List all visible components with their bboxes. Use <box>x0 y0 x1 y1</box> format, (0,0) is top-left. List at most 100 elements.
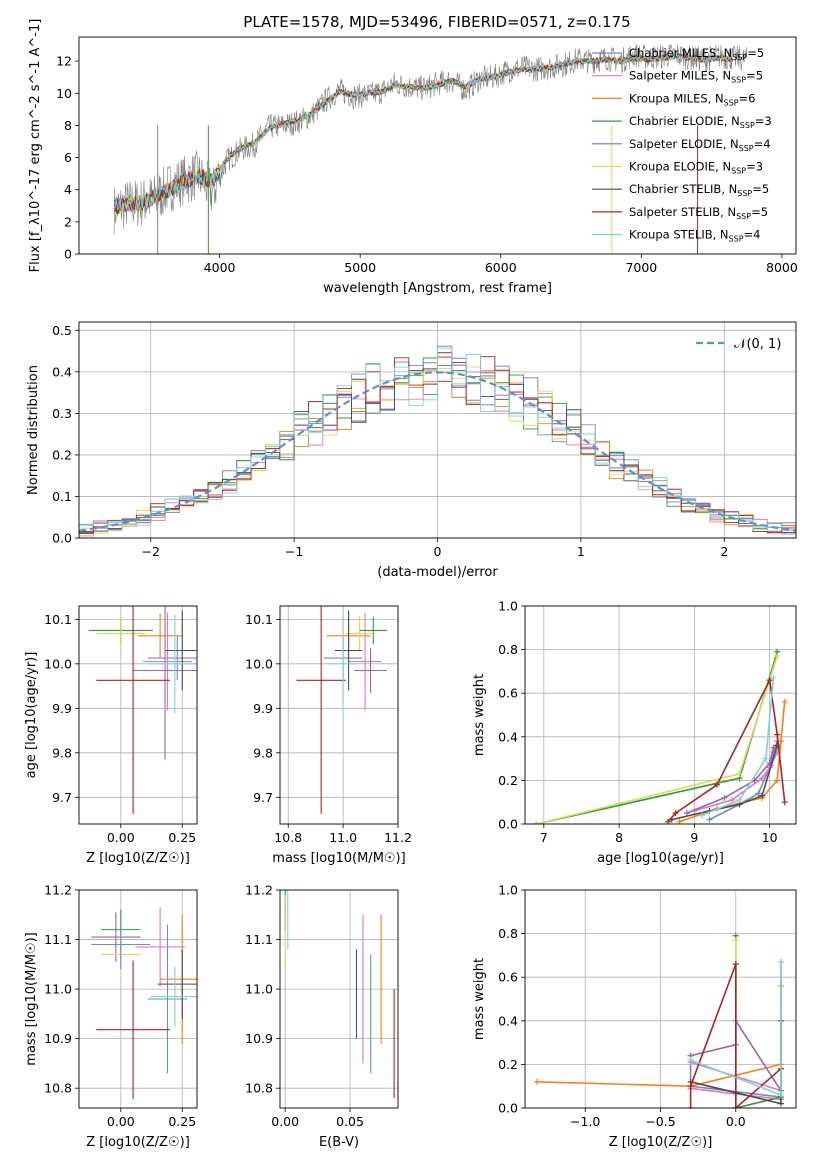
y-axis-label: mass weight <box>472 958 487 1040</box>
weight-marker <box>777 738 784 745</box>
y-tick-label: 0.0 <box>52 531 72 546</box>
errorbar-point <box>142 612 193 711</box>
x-tick-label: 7 <box>540 830 548 845</box>
histogram-8 <box>79 347 796 538</box>
weight-line-2 <box>536 985 782 1088</box>
legend: 𝒩(0, 1) <box>696 337 781 352</box>
legend-entry: Chabrier ELODIE, NSSP=3 <box>629 114 772 130</box>
legend-entry: Salpeter MILES, NSSP=5 <box>629 69 763 85</box>
weight-marker <box>777 958 784 965</box>
errorbar-point <box>157 949 197 1019</box>
weight-line-7 <box>667 677 786 823</box>
errorbar-point <box>147 635 197 681</box>
x-tick-label: −0.5 <box>645 1114 675 1129</box>
x-tick-label: −1.0 <box>570 1114 600 1129</box>
weight-marker <box>713 781 720 788</box>
axes-frame <box>524 889 797 1109</box>
y-tick-label: 12 <box>56 54 72 69</box>
x-axis-label: (data-model)/error <box>377 565 498 580</box>
y-tick-label: 0.4 <box>498 1013 518 1028</box>
x-tick-label: 11.2 <box>384 830 412 845</box>
weight-marker <box>759 792 766 799</box>
errorbar-point <box>329 614 357 713</box>
y-tick-label: 0.6 <box>498 970 518 985</box>
y-tick-label: 10.1 <box>245 612 273 627</box>
weight-marker <box>732 1105 739 1108</box>
x-axis-label: E(B-V) <box>319 1135 359 1150</box>
y-tick-label: 4 <box>64 182 72 197</box>
x-tick-label: 11.0 <box>329 830 357 845</box>
y-tick-label: 11.1 <box>245 932 273 947</box>
y-tick-label: 10 <box>56 86 72 101</box>
errorbar-point <box>348 612 382 711</box>
y-tick-label: 0.1 <box>52 489 72 504</box>
y-tick-label: 11.0 <box>44 982 72 997</box>
errorbar-point <box>150 966 197 1027</box>
x-tick-label: 5000 <box>344 260 376 275</box>
weight-marker <box>755 790 762 797</box>
plot-area <box>88 606 197 814</box>
x-axis-label: Z [log10(Z/Z☉)] <box>609 1135 713 1150</box>
x-tick-label: 8 <box>615 830 623 845</box>
errorbar-point <box>133 606 197 760</box>
y-tick-label: 9.8 <box>52 745 72 760</box>
y-tick-label: 6 <box>64 150 72 165</box>
weight-line-3 <box>734 935 782 1108</box>
axes-frame <box>279 605 399 825</box>
legend-entry: Chabrier MILES, NSSP=5 <box>629 46 764 62</box>
panel-age-vs-Z: 0.00 0.25 9.7 9.8 9.9 10.0 10.1 Z [log10(Z/Z☉)]… <box>24 605 198 866</box>
y-axis-label: mass weight <box>472 674 487 756</box>
x-tick-label: 9 <box>690 830 698 845</box>
y-tick-label: 0.6 <box>498 686 518 701</box>
x-tick-label: 10.8 <box>274 830 302 845</box>
legend-entry: Kroupa ELODIE, NSSP=3 <box>629 160 763 176</box>
weight-marker <box>774 731 781 738</box>
errorbar-point <box>359 617 388 644</box>
weight-marker <box>687 1083 694 1090</box>
y-tick-label: 9.8 <box>253 745 273 760</box>
weight-marker <box>759 775 766 782</box>
y-tick-label: 10.0 <box>44 656 72 671</box>
y-tick-label: 11.1 <box>44 932 72 947</box>
weight-marker <box>770 744 777 751</box>
panel-mass-vs-Z: 0.00 0.25 10.8 10.9 11.0 11.1 11.2 Z [log10(Z/Z… <box>24 883 198 1150</box>
x-tick-label: 6000 <box>485 260 517 275</box>
y-tick-label: 10.9 <box>245 1031 273 1046</box>
errorbar-point <box>91 919 151 970</box>
y-tick-label: 0.8 <box>498 926 518 941</box>
y-tick-label: 10.1 <box>44 612 72 627</box>
x-axis-label: Z [log10(Z/Z☉)] <box>86 1135 190 1150</box>
plot-area <box>113 43 748 254</box>
axes-frame <box>279 889 399 1109</box>
y-tick-label: 0.0 <box>498 817 518 832</box>
x-tick-label: 0.00 <box>271 1114 299 1129</box>
weight-marker <box>781 799 788 806</box>
x-tick-label: 4000 <box>204 260 236 275</box>
x-tick-label: 0.00 <box>107 1114 135 1129</box>
weight-marker <box>698 812 705 819</box>
x-axis-label: wavelength [Angstrom, rest frame] <box>323 281 552 296</box>
axes-frame <box>78 889 198 1109</box>
x-tick-label: 0.25 <box>168 830 196 845</box>
x-tick-label: 0.0 <box>726 1114 746 1129</box>
y-tick-label: 9.7 <box>52 790 72 805</box>
y-tick-label: 0.8 <box>498 642 518 657</box>
errorbar-point <box>91 912 141 962</box>
errorbar-point <box>345 615 374 652</box>
x-tick-label: −2 <box>141 544 159 559</box>
panel-weight-vs-age: 7 8 9 10 0.0 0.2 0.4 0.6 0.8 1.0 age [log10(age/yr… <box>472 599 797 866</box>
panel-age-vs-mass: 10.8 11.0 11.2 9.7 9.8 9.9 10.0 10.1 mass [log10… <box>245 605 412 866</box>
y-tick-label: 0.4 <box>498 729 518 744</box>
normal-curve <box>79 371 796 532</box>
errorbar-point <box>135 907 185 987</box>
errorbar-point <box>138 613 183 659</box>
errorbar-point <box>147 614 197 713</box>
x-tick-label: 10 <box>762 830 778 845</box>
y-axis-label: Normed distribution <box>26 365 41 495</box>
weight-marker <box>534 1078 541 1085</box>
plot-area <box>284 890 395 1099</box>
y-tick-label: 10.0 <box>245 656 273 671</box>
y-tick-label: 8 <box>64 118 72 133</box>
weight-marker <box>736 770 743 777</box>
axes-frame <box>524 605 797 825</box>
